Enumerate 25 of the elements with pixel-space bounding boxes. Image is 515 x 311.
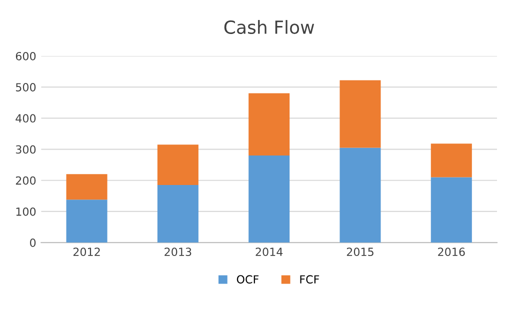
y-tick-label: 0: [30, 238, 36, 247]
bar: [248, 93, 290, 156]
chart-title: Cash Flow: [224, 20, 314, 34]
bar: [66, 174, 108, 200]
y-tick-label: 300: [16, 145, 36, 154]
x-tick-label: 2015: [346, 248, 374, 256]
y-tick-label: 200: [16, 176, 36, 185]
y-tick-label: 500: [16, 83, 36, 92]
bar: [248, 156, 290, 243]
bar: [157, 185, 198, 243]
x-tick-label: 2014: [256, 248, 283, 256]
legend-label: FCF: [300, 275, 320, 284]
y-tick-label: 600: [16, 52, 36, 60]
bar: [430, 144, 472, 178]
bar: [340, 148, 381, 243]
x-tick-label: 2013: [164, 248, 192, 256]
bar: [66, 200, 108, 243]
legend-label: OCF: [236, 275, 259, 284]
y-tick-label: 400: [16, 114, 36, 123]
y-tick-label: 100: [16, 207, 36, 216]
bar: [430, 177, 472, 243]
x-tick-label: 2012: [73, 248, 100, 256]
x-tick-label: 2016: [438, 248, 465, 256]
bar: [340, 80, 381, 148]
bar: [157, 144, 198, 186]
